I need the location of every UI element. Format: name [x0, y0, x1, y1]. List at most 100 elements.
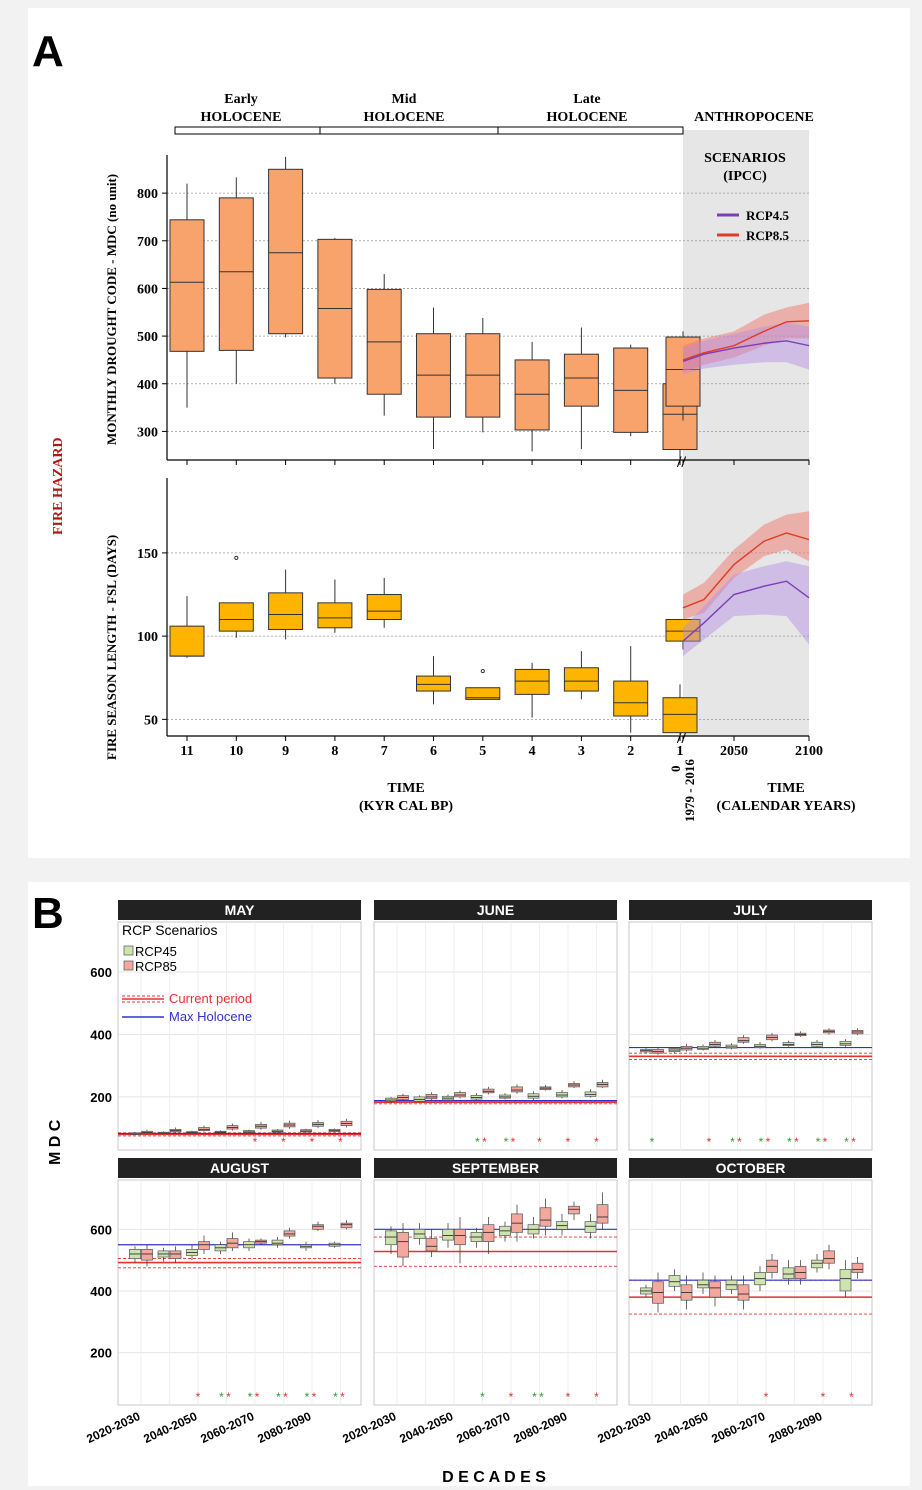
facet-title: JULY — [733, 902, 768, 918]
y-tick-label: 400 — [90, 1027, 112, 1042]
facet-header — [374, 900, 617, 920]
significance-mark: * — [248, 1390, 253, 1404]
y-tick-label: 600 — [90, 1222, 112, 1237]
significance-mark: * — [821, 1390, 826, 1404]
box — [268, 168, 304, 335]
mdc-y-axis-label: MONTHLY DROUGHT CODE - MDC (no unit) — [104, 174, 119, 445]
facet-panel — [628, 1179, 873, 1406]
scenario-band — [683, 322, 809, 375]
scenario-band — [683, 511, 809, 620]
box — [198, 1241, 210, 1250]
facet-title: OCTOBER — [716, 1160, 786, 1176]
legend-title: RCP Scenarios — [122, 922, 217, 938]
significance-mark: * — [707, 1135, 712, 1149]
facet-title: MAY — [225, 902, 255, 918]
mdc-plot: 300 400 500 600 700 800 // — [137, 155, 810, 471]
axis-break: // — [676, 454, 686, 471]
facet-panel — [117, 921, 362, 1151]
panel-a-x-ticks: 11 10 9 8 7 6 5 4 3 2 1 2050 2100 — [180, 744, 823, 759]
x-tick-label: 7 — [381, 744, 388, 759]
facet-may: MAY 200 400 600 * * * * — [90, 900, 362, 1151]
x-tick-label-2100: 2100 — [795, 744, 823, 759]
facet-panel — [628, 921, 873, 1151]
box — [169, 625, 205, 657]
panel-b-legend: RCP Scenarios RCP45 RCP85 Current period… — [122, 922, 252, 1024]
facet-header — [374, 1158, 617, 1178]
y-tick-label: 300 — [137, 425, 158, 440]
scenario-line — [682, 580, 810, 642]
facet-panel — [117, 1179, 362, 1406]
significance-mark: * — [766, 1135, 771, 1149]
significance-mark: * — [594, 1390, 599, 1404]
y-tick-label: 100 — [137, 630, 158, 645]
y-tick-label: 50 — [144, 713, 158, 728]
significance-mark: * — [532, 1390, 537, 1404]
y-tick-label: 200 — [90, 1090, 112, 1105]
significance-mark: * — [844, 1135, 849, 1149]
box — [782, 1267, 795, 1279]
facet-header — [118, 1158, 361, 1178]
significance-mark: * — [650, 1135, 655, 1149]
scenarios-title-line1: SCENARIOS — [704, 151, 786, 166]
facet-panel — [373, 1179, 618, 1406]
anthropocene-shade — [683, 130, 809, 736]
x-tick-label: 2 — [627, 744, 634, 759]
box — [416, 675, 451, 692]
box — [268, 592, 304, 630]
box — [709, 1281, 721, 1298]
box — [442, 1228, 454, 1241]
legend-rcp45-box — [123, 945, 134, 956]
facet-title: AUGUST — [210, 1160, 270, 1176]
significance-mark: * — [480, 1390, 485, 1404]
box — [839, 1269, 852, 1292]
significance-mark: * — [504, 1135, 509, 1149]
significance-mark: * — [281, 1135, 286, 1149]
significance-mark: * — [340, 1390, 345, 1404]
legend-rcp45-text: RCP45 — [135, 944, 177, 959]
box — [596, 1204, 609, 1224]
facet-title: SEPTEMBER — [452, 1160, 539, 1176]
box — [823, 1250, 835, 1264]
facet-october: OCTOBER* * *2020-2030 2040-2050 2060-2070 208… — [595, 1158, 873, 1446]
x-axis-title-right-line2: (CALENDAR YEARS) — [716, 799, 855, 814]
facet-panel — [373, 921, 618, 1151]
significance-mark: * — [511, 1135, 516, 1149]
scenario-line — [682, 532, 810, 609]
panel-a-label: A — [32, 27, 64, 76]
box — [271, 1239, 284, 1246]
x-tick-label: 1 — [677, 744, 684, 759]
x-tick-label: 10 — [229, 744, 243, 759]
x-tick-label: 4 — [529, 744, 536, 759]
box — [563, 667, 599, 692]
significance-mark: * — [255, 1390, 260, 1404]
x-tick-label: 5 — [479, 744, 486, 759]
box — [737, 1037, 750, 1043]
scenario-line — [682, 340, 810, 363]
box — [668, 1275, 681, 1287]
panel-b-y-axis-label: M D C — [47, 1119, 64, 1165]
box — [425, 1238, 438, 1252]
box — [218, 197, 254, 351]
period-mid-line2: HOLOCENE — [364, 110, 445, 125]
significance-mark: * — [823, 1135, 828, 1149]
significance-mark: * — [764, 1390, 769, 1404]
facet-header — [629, 1158, 872, 1178]
significance-mark: * — [537, 1135, 542, 1149]
box — [514, 359, 550, 431]
significance-mark: * — [226, 1390, 231, 1404]
box — [613, 680, 649, 717]
period-anthropocene: ANTHROPOCENE — [694, 110, 814, 125]
box — [839, 1040, 852, 1046]
axis-break: // — [676, 730, 686, 747]
box — [737, 1284, 750, 1301]
box — [283, 1230, 296, 1237]
box — [385, 1230, 397, 1246]
significance-mark: * — [566, 1390, 571, 1404]
y-tick-label: 500 — [137, 330, 158, 345]
x-tick-label: 9 — [282, 744, 289, 759]
significance-mark: * — [794, 1135, 799, 1149]
box — [340, 1222, 353, 1229]
